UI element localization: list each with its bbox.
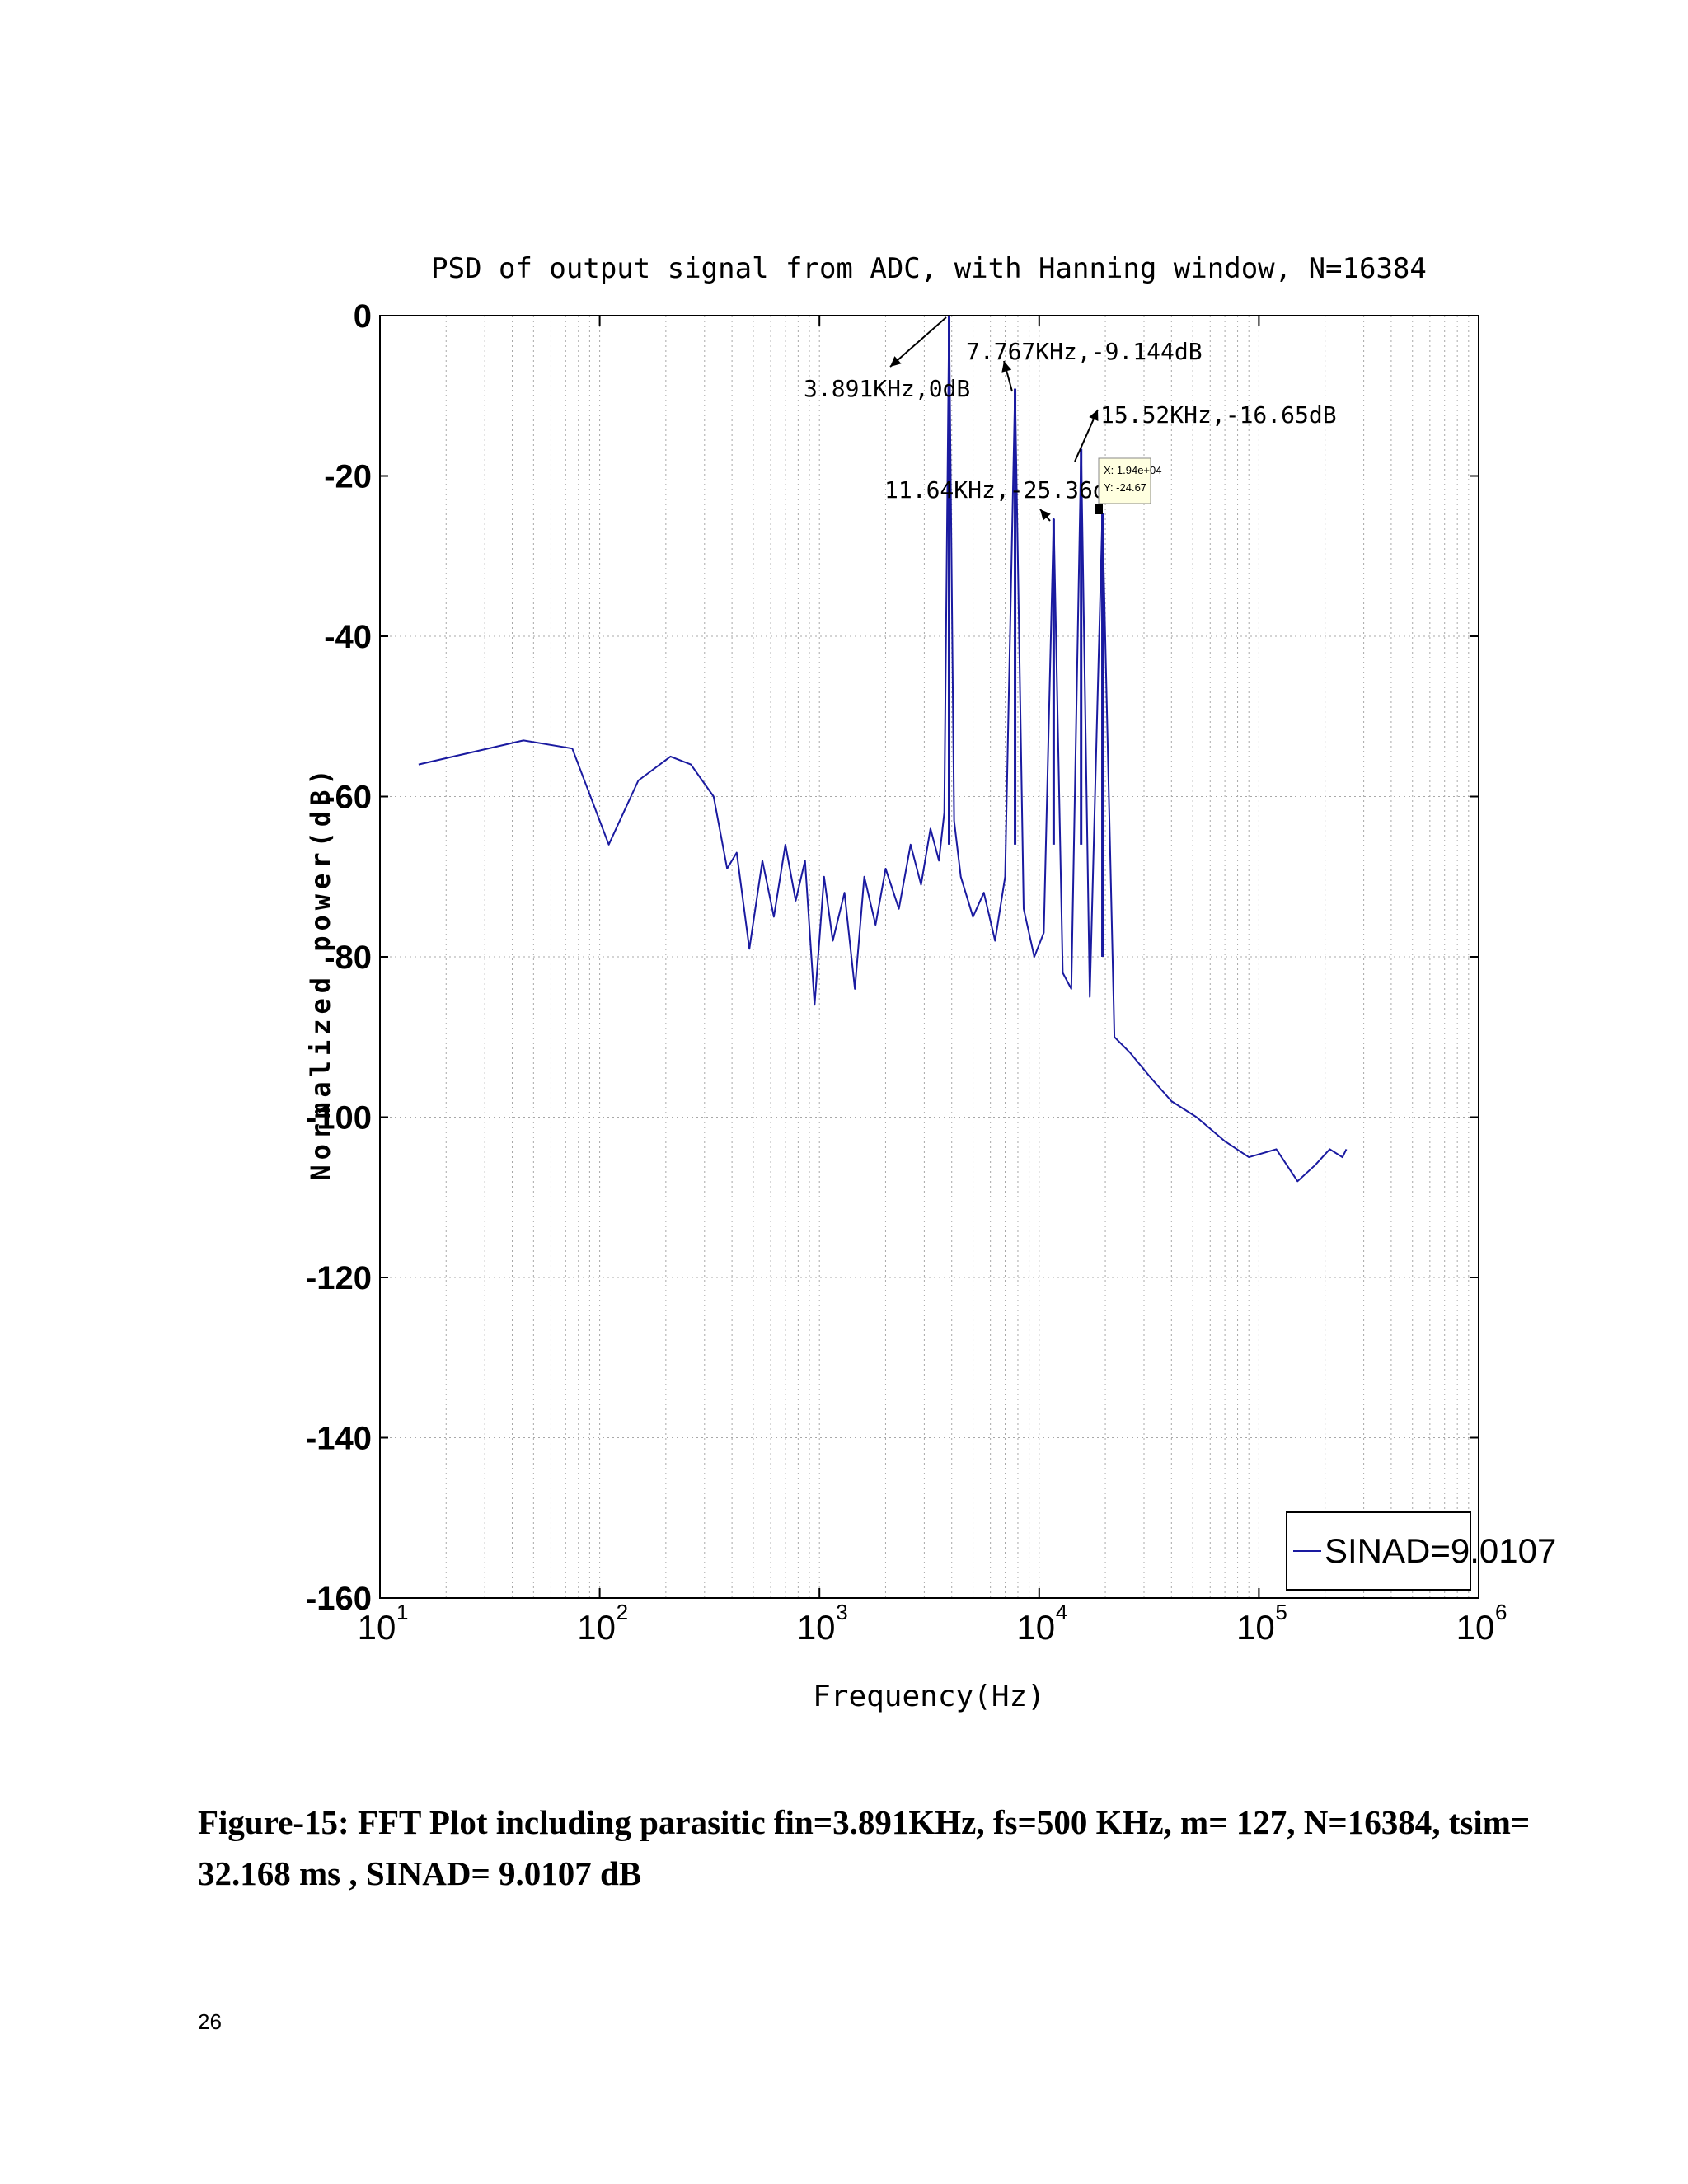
legend: SINAD=9.0107 (1286, 1511, 1556, 1591)
y-tick-label: -100 (306, 1100, 372, 1137)
series-line (418, 315, 1348, 1183)
annotation-arrowhead (1001, 361, 1012, 373)
y-tick-labels: 0 -20 -40 -60 -80 -100 -120 -140 -160 (306, 298, 1479, 1617)
data-tip[interactable]: X: 1.94e+04 Y: -24.67 (1095, 457, 1161, 514)
x-axis-label: Frequency(Hz) (813, 1680, 1045, 1713)
page-number: 26 (198, 2009, 222, 2034)
y-tick-label: -20 (324, 459, 372, 495)
y-tick-label: -60 (324, 780, 372, 816)
x-tick-labels: 10 1 10 2 10 3 10 4 10 5 10 6 (358, 316, 1507, 1647)
annotation-arrowhead (1040, 509, 1051, 521)
x-tick-exponent: 3 (836, 1600, 847, 1624)
data-tip-box (1098, 457, 1151, 504)
legend-entry: SINAD=9.0107 (1325, 1531, 1556, 1570)
spectral-peaks (948, 316, 1104, 957)
chart-title: PSD of output signal from ADC, with Hann… (431, 252, 1427, 285)
y-tick-label: -80 (324, 940, 372, 976)
grid (380, 316, 1479, 1598)
y-tick-label: 0 (354, 298, 372, 335)
x-tick-exponent: 1 (396, 1600, 408, 1624)
data-tip-marker (1095, 504, 1103, 514)
figure-caption: Figure-15: FFT Plot including parasitic … (198, 1803, 1531, 1892)
x-tick-label: 10 (358, 1608, 396, 1647)
x-tick-label: 10 (1236, 1608, 1275, 1647)
x-tick-label: 10 (1016, 1608, 1055, 1647)
annotation-label: 7.767KHz,-9.144dB (966, 338, 1203, 365)
annotation-label: 3.891KHz,0dB (804, 375, 970, 402)
x-tick-exponent: 4 (1056, 1600, 1067, 1624)
annotation-arrow (889, 316, 947, 368)
data-tip-x: X: 1.94e+04 (1104, 464, 1161, 476)
y-tick-label: -140 (306, 1421, 372, 1457)
annotation-label: 11.64KHz,-25.36dB (884, 476, 1121, 504)
x-tick-exponent: 5 (1275, 1600, 1287, 1624)
y-tick-label: -120 (306, 1260, 372, 1296)
x-tick-label: 10 (577, 1608, 616, 1647)
x-tick-exponent: 2 (617, 1600, 628, 1624)
x-tick-label: 10 (797, 1608, 836, 1647)
annotation-label: 15.52KHz,-16.65dB (1100, 401, 1337, 429)
y-tick-label: -160 (306, 1581, 372, 1617)
data-tip-y: Y: -24.67 (1104, 481, 1146, 494)
y-axis-label: Normalized power(dB) (305, 764, 336, 1180)
series-psd (418, 315, 1348, 1183)
peak-annotations: 3.891KHz,0dB 7.767KHz,-9.144dB 15.52KHz,-1… (804, 316, 1337, 522)
x-tick-label: 10 (1456, 1608, 1495, 1647)
x-tick-exponent: 6 (1495, 1600, 1507, 1624)
y-tick-label: -40 (324, 619, 372, 655)
annotation-arrowhead (1089, 410, 1099, 421)
annotation-arrowhead (890, 356, 902, 367)
